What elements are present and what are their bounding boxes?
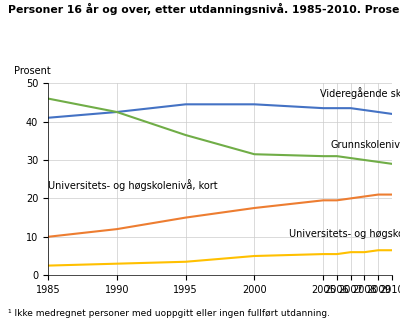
Text: Grunnskolenivå: Grunnskolenivå [330, 140, 400, 150]
Text: Universitets- og høgskolenivå, lang: Universitets- og høgskolenivå, lang [289, 227, 400, 239]
Text: Universitets- og høgskolenivå, kort: Universitets- og høgskolenivå, kort [48, 180, 218, 191]
Text: Prosent: Prosent [14, 66, 50, 76]
Text: ¹ Ikke medregnet personer med uoppgitt eller ingen fullført utdanning.: ¹ Ikke medregnet personer med uoppgitt e… [8, 309, 330, 318]
Text: Personer 16 år og over, etter utdanningsnivå. 1985-2010. Prosent¹: Personer 16 år og over, etter utdannings… [8, 3, 400, 15]
Text: Videregående skole-nivå: Videregående skole-nivå [320, 87, 400, 99]
